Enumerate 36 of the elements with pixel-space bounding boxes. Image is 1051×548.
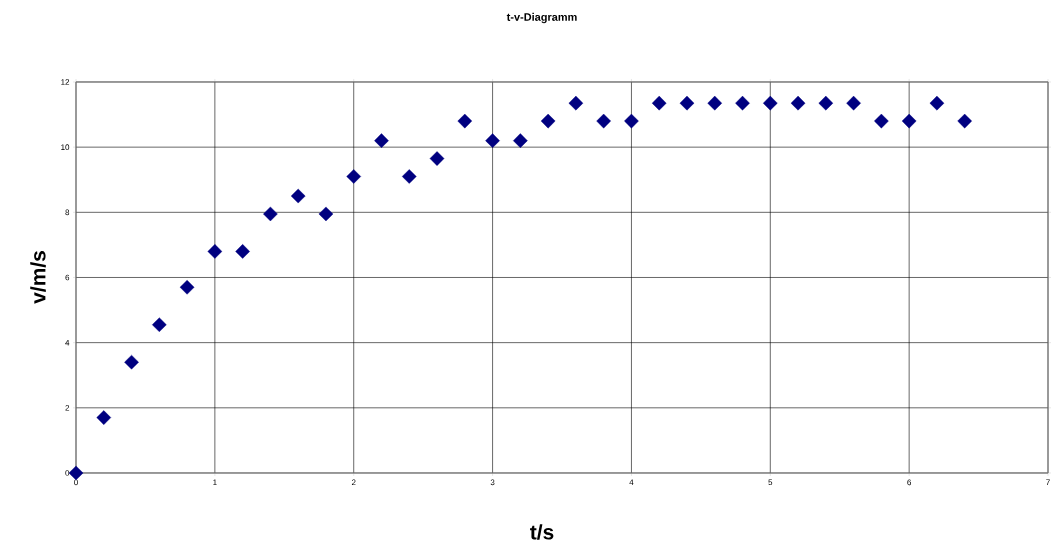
point	[429, 151, 445, 166]
point	[874, 113, 889, 129]
point	[624, 113, 639, 129]
point	[318, 206, 334, 222]
point	[540, 113, 556, 129]
point	[846, 95, 861, 111]
point	[929, 95, 945, 111]
point	[763, 95, 778, 111]
point	[735, 95, 750, 111]
point	[457, 113, 473, 129]
point	[679, 95, 695, 111]
point	[179, 279, 195, 295]
point	[568, 95, 584, 111]
point	[124, 354, 139, 370]
point	[152, 317, 167, 332]
point	[346, 169, 361, 184]
point	[401, 169, 417, 184]
point	[290, 188, 306, 204]
point	[707, 95, 723, 111]
point	[901, 113, 917, 129]
point	[596, 113, 611, 129]
point	[790, 95, 806, 111]
point	[207, 244, 223, 259]
point	[235, 244, 250, 259]
point	[818, 95, 834, 111]
point	[513, 133, 528, 148]
point	[263, 206, 278, 222]
point	[374, 133, 389, 148]
point	[96, 410, 112, 425]
chart-title: t-v-Diagramm	[506, 12, 577, 24]
point	[68, 465, 84, 481]
point	[485, 133, 500, 148]
point	[957, 113, 972, 129]
x-axis-title: t/s	[530, 524, 554, 540]
point	[651, 95, 667, 111]
y-axis-title: v/m/s	[30, 251, 46, 304]
